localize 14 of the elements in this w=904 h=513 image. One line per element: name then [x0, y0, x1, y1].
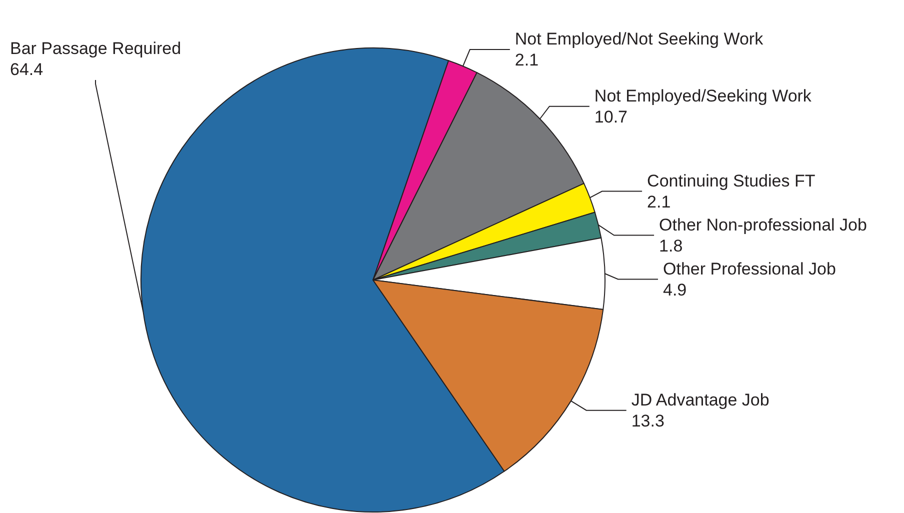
slice-label: Bar Passage Required [10, 39, 182, 58]
data-label: 10.7 [594, 107, 628, 126]
data-label: 1.8 [659, 236, 683, 256]
data-label: 64.4 [10, 60, 44, 79]
slice-label: JD Advantage Job [631, 390, 770, 410]
slice-label: Not Employed/Not Seeking Work [514, 30, 764, 49]
data-label: 2.1 [514, 50, 539, 70]
slice-label: Continuing Studies FT [647, 171, 816, 190]
slice-label: Other Professional Job [663, 259, 836, 278]
slice-label: Other Non-professional Job [659, 215, 867, 234]
data-label: 2.1 [647, 192, 671, 212]
data-label: 13.3 [631, 411, 664, 430]
slice-label: Not Employed/Seeking Work [594, 86, 812, 106]
data-label: 4.9 [663, 280, 687, 300]
